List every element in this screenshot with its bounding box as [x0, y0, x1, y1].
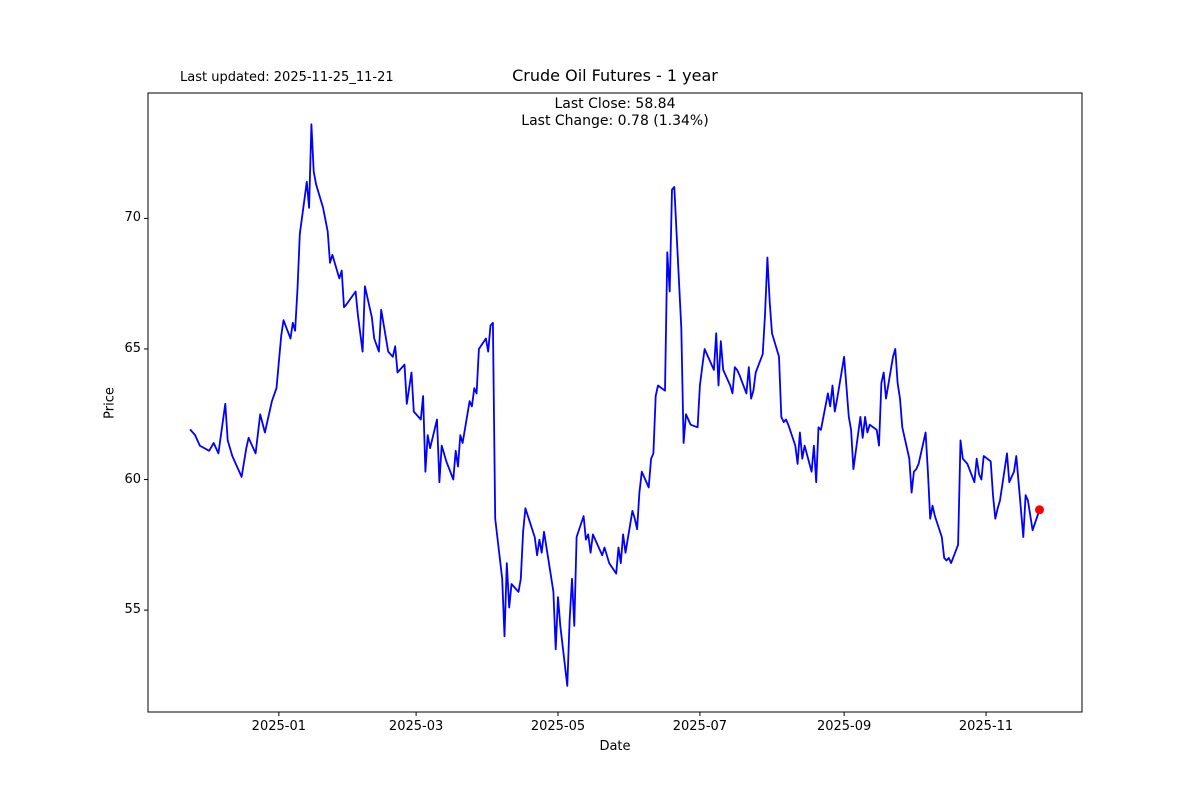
last-close-line: Last Close: 58.84 [554, 96, 676, 112]
last-close-annotation: Last Close: 58.84 Last Change: 0.78 (1.3… [315, 96, 915, 130]
x-tick-label: 2025-09 [816, 719, 872, 734]
plot-area [147, 92, 1083, 713]
x-tick-label: 2025-07 [672, 719, 728, 734]
y-tick-label: 65 [124, 340, 141, 356]
y-axis-label: Price [102, 387, 118, 419]
y-tick-label: 70 [124, 210, 141, 226]
price-line [189, 123, 1041, 687]
last-change-line: Last Change: 0.78 (1.34%) [521, 113, 709, 129]
last-updated-text: Last updated: 2025-11-25_11-21 [180, 70, 394, 85]
x-tick-label: 2025-01 [251, 719, 306, 734]
y-tick-label: 60 [124, 471, 141, 487]
x-tick-label: 2025-11 [958, 719, 1014, 734]
x-axis-label: Date [599, 739, 631, 754]
last-price-marker [1035, 505, 1044, 515]
x-tick-label: 2025-03 [388, 719, 444, 734]
y-tick-label: 55 [124, 602, 141, 618]
x-tick-label: 2025-05 [530, 719, 586, 734]
tick-marks [144, 217, 987, 716]
chart-title: Crude Oil Futures - 1 year [512, 66, 718, 85]
